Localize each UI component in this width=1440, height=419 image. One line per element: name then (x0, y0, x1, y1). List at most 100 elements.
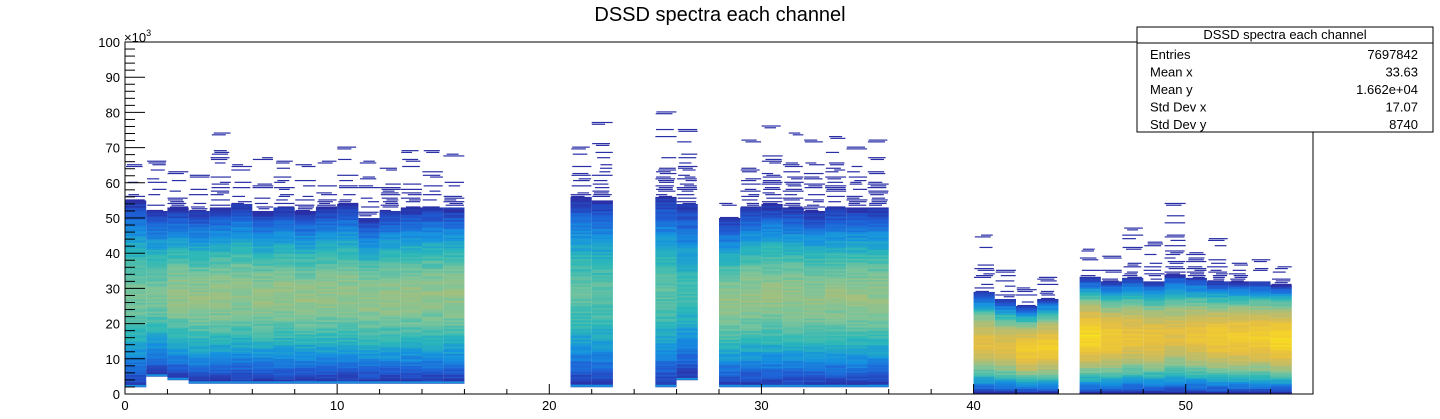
x-tick-label: 0 (121, 398, 128, 413)
heatmap-cell (655, 286, 677, 289)
heatmap-cell (231, 239, 253, 242)
heatmap-cell (1122, 346, 1144, 349)
heatmap-cell (719, 249, 741, 252)
heatmap-cell (1228, 353, 1250, 356)
heatmap-cell (1079, 286, 1101, 289)
heatmap-cell (146, 298, 168, 302)
heatmap-cell (443, 371, 465, 374)
heatmap-cell (1016, 318, 1038, 321)
heatmap-cell (1143, 348, 1165, 351)
heatmap-cell (443, 155, 465, 157)
heatmap-cell (125, 332, 147, 335)
heatmap-cell (188, 323, 210, 326)
heatmap-cell (385, 183, 401, 185)
heatmap-cell (337, 288, 359, 291)
heatmap-cell (846, 225, 868, 228)
heatmap-cell (252, 239, 274, 242)
heatmap-cell (572, 146, 590, 148)
heatmap-cell (231, 371, 253, 374)
heatmap-cell (1100, 365, 1123, 368)
heatmap-cell (125, 226, 147, 229)
heatmap-cell (315, 325, 338, 328)
heatmap-cell (191, 208, 208, 210)
heatmap-cell (740, 321, 762, 324)
heatmap-cell (655, 253, 677, 256)
heatmap-cell (867, 240, 889, 243)
heatmap-cell (1164, 316, 1186, 319)
heatmap-cell (655, 335, 677, 338)
heatmap-cell (400, 307, 422, 310)
heatmap-cell (294, 378, 316, 381)
heatmap-cell (337, 357, 359, 360)
heatmap-cell (658, 187, 673, 189)
stats-box-title: DSSD spectra each channel (1203, 27, 1366, 42)
heatmap-cell (1017, 304, 1036, 307)
heatmap-cell (1016, 365, 1038, 368)
heatmap-cell (337, 256, 359, 259)
heatmap-cell (379, 328, 401, 331)
heatmap-cell (1228, 348, 1250, 351)
heatmap-cell (1185, 390, 1207, 393)
heatmap-cell (782, 249, 804, 252)
heatmap-cell (825, 267, 847, 270)
heatmap-cell (994, 365, 1016, 368)
heatmap-cell (1185, 342, 1207, 346)
heatmap-cell (188, 381, 210, 384)
channel-column (803, 139, 826, 388)
heatmap-cell (379, 342, 401, 346)
channel-column (1079, 248, 1101, 395)
heatmap-cell (146, 290, 168, 293)
heatmap-cell (1164, 365, 1186, 368)
heatmap-cell (1122, 374, 1144, 377)
heatmap-cell (1212, 275, 1228, 277)
heatmap-cell (294, 228, 316, 231)
heatmap-cell (1079, 388, 1101, 391)
heatmap-cell (1270, 306, 1292, 309)
heatmap-cell (209, 258, 232, 261)
heatmap-cell (597, 157, 611, 159)
heatmap-cell (1037, 307, 1059, 310)
heatmap-cell (1214, 245, 1227, 247)
heatmap-cell (443, 225, 465, 228)
heatmap-cell (1270, 291, 1292, 294)
heatmap-cell (231, 258, 253, 261)
heatmap-cell (252, 291, 274, 294)
heatmap-cell (740, 240, 762, 243)
heatmap-cell (1079, 371, 1101, 374)
heatmap-cell (125, 232, 147, 235)
heatmap-cell (846, 365, 868, 368)
heatmap-cell (1143, 353, 1165, 356)
heatmap-cell (825, 237, 847, 240)
heatmap-cell (315, 209, 338, 212)
heatmap-cell (443, 269, 465, 272)
heatmap-cell (719, 342, 741, 346)
heatmap-cell (1079, 284, 1101, 287)
heatmap-cell (379, 357, 401, 360)
heatmap-cell (443, 325, 465, 328)
heatmap-cell (337, 230, 359, 233)
heatmap-cell (273, 372, 295, 375)
heatmap-cell (422, 300, 444, 303)
heatmap-cell (1016, 307, 1038, 310)
heatmap-cell (400, 274, 422, 277)
heatmap-cell (846, 321, 868, 324)
heatmap-cell (423, 185, 443, 187)
heatmap-cell (655, 265, 677, 268)
heatmap-cell (400, 302, 422, 305)
heatmap-cell (655, 272, 677, 275)
heatmap-cell (676, 226, 698, 229)
heatmap-cell (231, 314, 253, 317)
heatmap-cell (315, 374, 338, 377)
heatmap-cell (1143, 283, 1165, 286)
heatmap-cell (294, 332, 316, 335)
heatmap-cell (252, 232, 274, 235)
heatmap-cell (1016, 327, 1038, 330)
heatmap-cell (1228, 388, 1250, 391)
heatmap-cell (294, 277, 316, 280)
y-multiplier-exponent: 3 (146, 28, 151, 38)
heatmap-cell (803, 237, 826, 240)
heatmap-cell (443, 367, 465, 370)
heatmap-cell (782, 210, 804, 214)
heatmap-cell (570, 293, 592, 296)
heatmap-cell (379, 272, 401, 275)
